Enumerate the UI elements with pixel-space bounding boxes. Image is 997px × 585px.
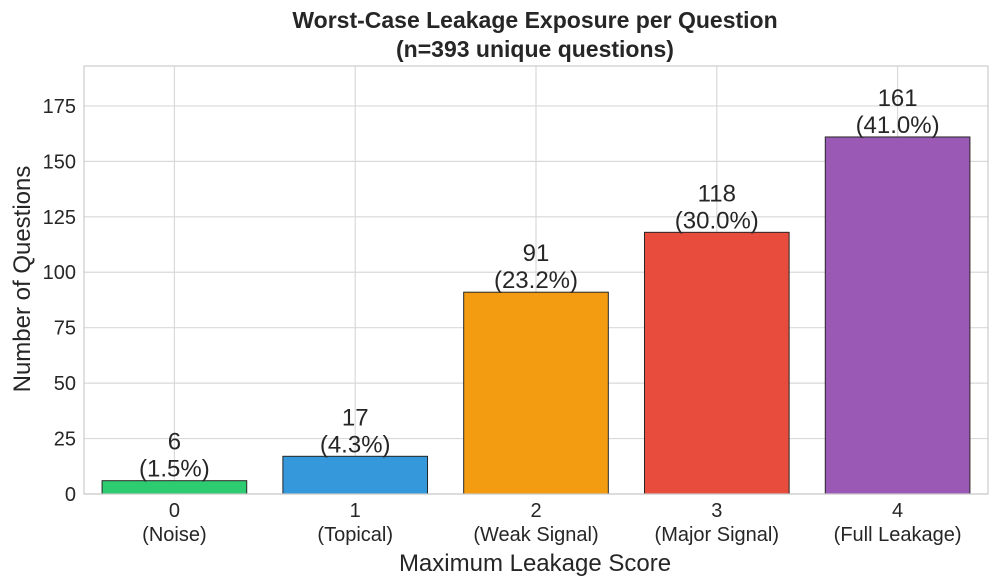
bar [463,291,609,495]
chart-title-line-2: (n=393 unique questions) [396,36,674,62]
bar [824,136,971,495]
x-tick-category-name: (Noise) [142,524,206,546]
x-tick-score: 2 [530,500,541,522]
bar-value-label: 118 [698,180,736,207]
x-tick-category-name: (Weak Signal) [473,524,598,546]
bars [101,136,971,495]
y-tick-label: 100 [43,262,76,284]
bar-percent-label: (1.5%) [139,456,210,483]
chart-title-line-1: Worst-Case Leakage Exposure per Question [292,7,777,33]
y-tick-label: 175 [43,96,76,118]
bar-labels: 6(1.5%) 17(4.3%) 91(23.2%) 118(30.0%) 161(41… [139,85,940,483]
bar-percent-label: (30.0%) [675,207,759,234]
x-tick-category-name: (Major Signal) [655,524,779,546]
y-tick-label: 75 [54,318,76,340]
plot-frame [83,65,989,495]
bar-value-label: 161 [878,85,918,112]
x-tick-score: 3 [711,500,722,522]
bar-percent-label: (4.3%) [320,431,391,458]
y-tick-label: 150 [43,151,76,173]
y-axis-ticks: 0 25 50 75 100 125 150 175 [43,96,76,506]
bar-percent-label: (23.2%) [494,267,578,294]
y-axis-label: Number of Questions [9,166,36,393]
bar-value-label: 6 [168,429,181,456]
y-tick-label: 50 [54,373,76,395]
x-axis-label: Maximum Leakage Score [399,550,671,577]
bar-value-label: 17 [342,404,369,431]
x-tick-score: 1 [350,500,361,522]
y-tick-label: 25 [54,429,76,451]
x-tick-category-name: (Topical) [317,524,393,546]
bar-value-label: 91 [523,240,550,267]
y-tick-label: 0 [65,484,76,506]
bar [643,231,790,495]
bar-percent-label: (41.0%) [856,112,940,139]
x-tick-score: 4 [892,500,903,522]
y-tick-label: 125 [43,207,76,229]
bar [282,455,429,495]
x-tick-category-name: (Full Leakage) [834,524,962,546]
x-axis-ticks: 0(Noise) 1(Topical) 2(Weak Signal) 3(Major … [142,500,961,546]
x-tick-score: 0 [169,500,180,522]
